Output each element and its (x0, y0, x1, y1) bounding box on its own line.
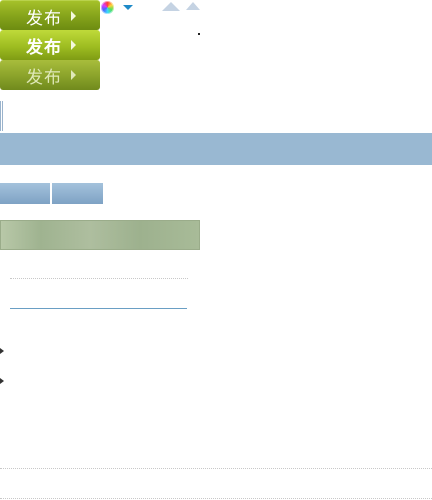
header-band (0, 133, 432, 165)
arrow-right-icon (71, 40, 76, 50)
dot-marker (198, 33, 200, 35)
publish-button-disabled: 发布 (0, 60, 100, 90)
publish-button-label: 发布 (26, 9, 62, 29)
bullet-arrow-icon (0, 348, 4, 354)
panel-title-bar (0, 220, 200, 250)
tab-1[interactable] (0, 183, 50, 204)
tab-2[interactable] (52, 183, 103, 204)
dotted-divider (0, 498, 432, 499)
caret-down-icon[interactable] (123, 5, 133, 10)
dotted-divider (0, 468, 432, 469)
publish-button-normal[interactable]: 发布 (0, 0, 100, 30)
publish-button-label: 发布 (26, 38, 62, 58)
arrow-right-icon (71, 11, 76, 21)
color-wheel-icon[interactable] (101, 1, 114, 14)
triangle-up-small-icon[interactable] (186, 2, 200, 10)
publish-button-hover[interactable]: 发布 (0, 30, 100, 60)
publish-button-label: 发布 (26, 68, 62, 88)
bullet-arrow-icon (0, 378, 4, 384)
vertical-divider (0, 101, 3, 131)
dotted-divider (10, 278, 188, 279)
link-underline (10, 308, 187, 309)
arrow-right-icon (71, 70, 76, 80)
triangle-up-icon[interactable] (162, 2, 180, 11)
